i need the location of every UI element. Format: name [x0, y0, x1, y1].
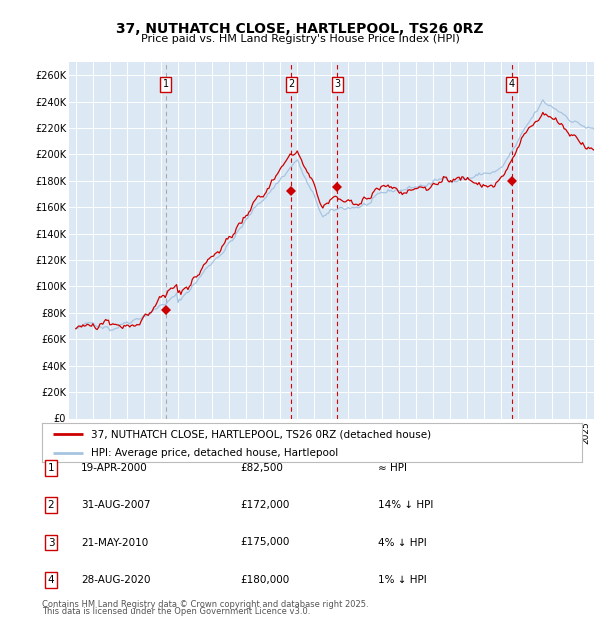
Text: 3: 3 [47, 538, 55, 547]
Text: 1: 1 [163, 79, 169, 89]
Text: 4: 4 [509, 79, 515, 89]
Text: 14% ↓ HPI: 14% ↓ HPI [378, 500, 433, 510]
Text: 4% ↓ HPI: 4% ↓ HPI [378, 538, 427, 547]
Text: This data is licensed under the Open Government Licence v3.0.: This data is licensed under the Open Gov… [42, 607, 310, 616]
Text: 31-AUG-2007: 31-AUG-2007 [81, 500, 151, 510]
Text: £172,000: £172,000 [240, 500, 289, 510]
Text: £175,000: £175,000 [240, 538, 289, 547]
Text: 19-APR-2000: 19-APR-2000 [81, 463, 148, 473]
Text: 4: 4 [47, 575, 55, 585]
Text: 37, NUTHATCH CLOSE, HARTLEPOOL, TS26 0RZ: 37, NUTHATCH CLOSE, HARTLEPOOL, TS26 0RZ [116, 22, 484, 36]
Text: 21-MAY-2010: 21-MAY-2010 [81, 538, 148, 547]
Text: ≈ HPI: ≈ HPI [378, 463, 407, 473]
Text: 3: 3 [334, 79, 340, 89]
Text: 2: 2 [288, 79, 294, 89]
Text: Price paid vs. HM Land Registry's House Price Index (HPI): Price paid vs. HM Land Registry's House … [140, 34, 460, 44]
Text: £82,500: £82,500 [240, 463, 283, 473]
Text: 1: 1 [47, 463, 55, 473]
Text: Contains HM Land Registry data © Crown copyright and database right 2025.: Contains HM Land Registry data © Crown c… [42, 600, 368, 609]
Text: 28-AUG-2020: 28-AUG-2020 [81, 575, 151, 585]
Text: 37, NUTHATCH CLOSE, HARTLEPOOL, TS26 0RZ (detached house): 37, NUTHATCH CLOSE, HARTLEPOOL, TS26 0RZ… [91, 429, 431, 439]
Text: £180,000: £180,000 [240, 575, 289, 585]
Text: 1% ↓ HPI: 1% ↓ HPI [378, 575, 427, 585]
Text: 2: 2 [47, 500, 55, 510]
Text: HPI: Average price, detached house, Hartlepool: HPI: Average price, detached house, Hart… [91, 448, 338, 458]
